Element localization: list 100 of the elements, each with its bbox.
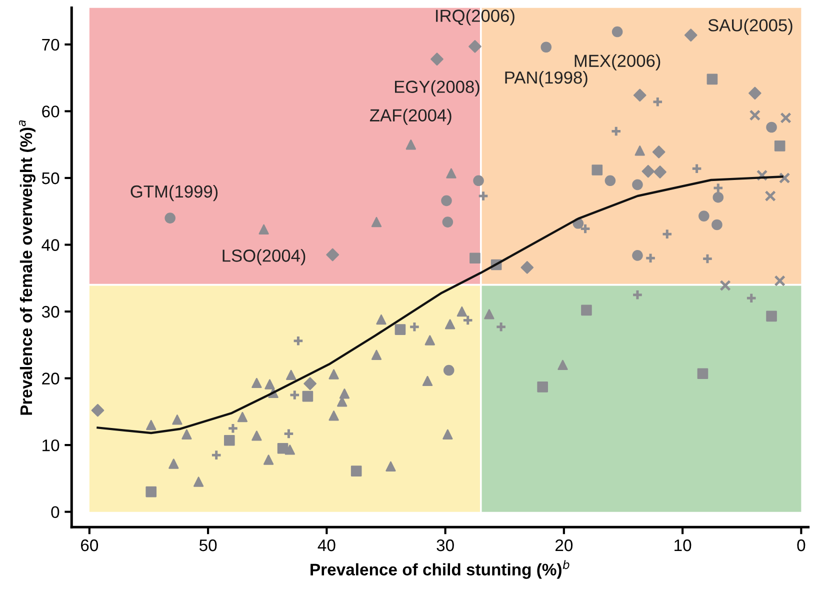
point bbox=[350, 466, 362, 476]
x-tick-label: 40 bbox=[318, 539, 336, 552]
x-tick-label: 50 bbox=[199, 539, 217, 552]
point bbox=[558, 360, 568, 370]
y-tick-label: 30 bbox=[42, 306, 60, 318]
point bbox=[442, 429, 453, 440]
point bbox=[748, 86, 762, 100]
point bbox=[164, 212, 176, 224]
point bbox=[652, 96, 664, 108]
point bbox=[224, 434, 235, 446]
point bbox=[642, 164, 655, 178]
annotation: PAN(1998) bbox=[505, 70, 588, 88]
point bbox=[766, 122, 777, 133]
point bbox=[604, 175, 616, 186]
point bbox=[592, 164, 603, 176]
point bbox=[766, 310, 777, 322]
point bbox=[478, 190, 489, 202]
point bbox=[264, 379, 275, 390]
point bbox=[697, 368, 708, 380]
point bbox=[470, 252, 480, 264]
point bbox=[764, 190, 776, 202]
point bbox=[634, 146, 645, 156]
point bbox=[691, 163, 702, 174]
x-tick-label: 20 bbox=[556, 539, 573, 552]
point bbox=[443, 364, 454, 376]
point bbox=[371, 216, 382, 228]
point bbox=[376, 314, 386, 325]
point bbox=[424, 335, 435, 346]
point bbox=[339, 388, 350, 399]
point bbox=[654, 166, 666, 178]
point bbox=[484, 309, 494, 320]
point bbox=[612, 26, 623, 38]
point bbox=[193, 476, 204, 487]
x-tick-label: 10 bbox=[674, 539, 692, 552]
line-series bbox=[96, 176, 784, 434]
point bbox=[430, 52, 444, 66]
y-tick-label: 10 bbox=[42, 439, 60, 452]
point bbox=[283, 428, 294, 440]
point bbox=[146, 420, 156, 430]
point bbox=[468, 40, 482, 53]
y-tick-label: 50 bbox=[42, 172, 60, 184]
point bbox=[441, 195, 452, 206]
point bbox=[581, 304, 592, 316]
point bbox=[442, 216, 454, 228]
point bbox=[371, 350, 382, 360]
x-tick-label: 0 bbox=[797, 539, 806, 552]
x-tick-label: 30 bbox=[436, 539, 454, 552]
point bbox=[774, 140, 786, 152]
point bbox=[91, 404, 104, 417]
annotation: LSO(2004) bbox=[222, 249, 306, 266]
point bbox=[182, 429, 192, 440]
point bbox=[540, 42, 552, 53]
point bbox=[746, 292, 758, 304]
point bbox=[632, 250, 643, 261]
point bbox=[684, 28, 698, 42]
point bbox=[780, 112, 792, 124]
point bbox=[252, 378, 262, 388]
point bbox=[408, 321, 420, 333]
point bbox=[720, 280, 731, 292]
point bbox=[644, 252, 656, 264]
point bbox=[386, 461, 396, 472]
point bbox=[661, 228, 673, 240]
point bbox=[712, 192, 724, 203]
point bbox=[304, 377, 316, 390]
y-tick-label: 70 bbox=[42, 38, 60, 51]
y-tick-label: 40 bbox=[42, 239, 60, 251]
point bbox=[328, 410, 339, 421]
y-axis-title: Prevalence of female overweight (%)$^{a}$ bbox=[19, 120, 36, 415]
point bbox=[520, 261, 534, 274]
point bbox=[580, 223, 591, 234]
annotation: EGY(2008) bbox=[395, 80, 480, 96]
point bbox=[495, 321, 507, 333]
point bbox=[252, 430, 262, 441]
point bbox=[652, 146, 666, 158]
point bbox=[292, 335, 304, 347]
point bbox=[537, 382, 548, 392]
point bbox=[263, 454, 274, 465]
y-tick-label: 0 bbox=[51, 506, 60, 518]
point bbox=[406, 140, 416, 150]
point bbox=[473, 175, 484, 186]
point bbox=[610, 126, 622, 137]
point bbox=[328, 369, 339, 380]
annotation: ZAF(2004) bbox=[370, 108, 452, 125]
point bbox=[444, 319, 456, 330]
point bbox=[277, 442, 288, 454]
point bbox=[706, 74, 718, 85]
point bbox=[462, 314, 474, 326]
point bbox=[227, 422, 239, 434]
point bbox=[289, 389, 300, 401]
point bbox=[237, 412, 248, 422]
annotation: IRQ(2006) bbox=[436, 9, 514, 26]
point bbox=[326, 248, 340, 262]
y-tick-label: 60 bbox=[42, 106, 60, 118]
point bbox=[778, 172, 790, 184]
point bbox=[394, 324, 406, 335]
annotation: MEX(2006) bbox=[574, 54, 660, 70]
y-tick-label: 20 bbox=[42, 372, 60, 384]
point bbox=[422, 376, 433, 386]
point bbox=[702, 253, 714, 264]
point bbox=[633, 88, 646, 102]
